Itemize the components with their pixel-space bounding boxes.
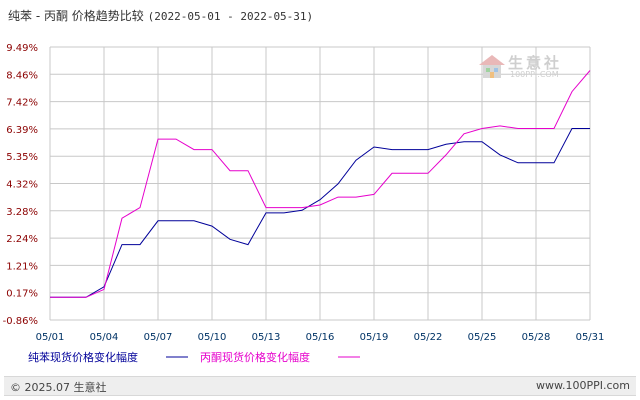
y-tick-label: 9.49% <box>6 43 38 54</box>
series-line-2 <box>50 70 591 298</box>
x-tick-label: 05/07 <box>144 332 173 343</box>
y-tick-label: 3.28% <box>6 207 38 218</box>
series-line-1 <box>50 128 590 298</box>
y-tick-label: 2.24% <box>6 234 38 245</box>
chart-title-main: 纯苯 - 丙酮 价格趋势比较 <box>8 9 144 23</box>
house-logo-icon <box>479 55 505 78</box>
x-axis-tick-labels: 05/01 05/04 05/07 05/10 05/13 05/16 05/19 05/22… <box>36 332 605 343</box>
logo-brand: 生意社 <box>508 54 563 72</box>
y-tick-label: 4.32% <box>6 180 38 191</box>
x-tick-label: 05/22 <box>414 332 443 343</box>
legend: 纯苯现货价格变化幅度 丙酮现货价格变化幅度 <box>28 350 360 364</box>
y-tick-label: 7.42% <box>6 98 38 109</box>
y-tick-label: 6.39% <box>6 125 38 136</box>
x-tick-label: 05/10 <box>198 332 227 343</box>
x-tick-label: 05/19 <box>360 332 389 343</box>
footer-bar: © 2025.07 生意社 www.100PPI.com <box>4 376 636 396</box>
x-tick-label: 05/28 <box>522 332 551 343</box>
legend-label-1: 纯苯现货价格变化幅度 <box>28 350 138 364</box>
y-tick-label: -0.86% <box>3 316 38 327</box>
watermark-logo: 生意社 100PPI.COM <box>478 54 559 84</box>
y-axis-tick-labels: 9.49% 8.46% 7.42% 6.39% 5.35% 4.32% 3.28% 2.24%… <box>3 43 38 327</box>
chart-title: 纯苯 - 丙酮 价格趋势比较 (2022-05-01 - 2022-05-31) <box>8 7 313 24</box>
grid-lines <box>49 46 591 321</box>
y-tick-label: 1.21% <box>6 261 38 272</box>
footer-copyright: © 2025.07 生意社 <box>10 381 107 394</box>
y-tick-label: 0.17% <box>6 289 38 300</box>
y-tick-label: 5.35% <box>6 152 38 163</box>
series-lines <box>50 70 591 298</box>
x-tick-label: 05/01 <box>36 332 65 343</box>
legend-label-2: 丙酮现货价格变化幅度 <box>200 350 310 364</box>
x-tick-label: 05/31 <box>576 332 605 343</box>
x-tick-label: 05/13 <box>252 332 281 343</box>
x-tick-label: 05/16 <box>306 332 335 343</box>
y-tick-label: 8.46% <box>6 70 38 81</box>
x-tick-label: 05/25 <box>468 332 497 343</box>
logo-url: 100PPI.COM <box>510 70 559 79</box>
footer-site[interactable]: www.100PPI.com <box>536 379 630 392</box>
x-tick-label: 05/04 <box>90 332 119 343</box>
chart-title-range: (2022-05-01 - 2022-05-31) <box>147 10 314 23</box>
